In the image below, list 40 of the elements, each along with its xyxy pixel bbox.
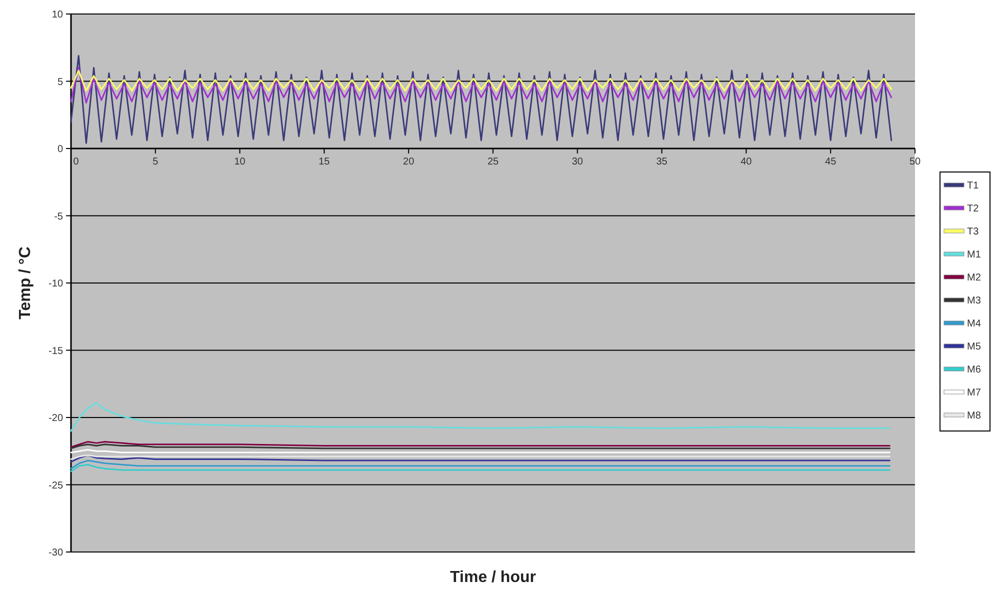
y-tick-label: -10 (48, 278, 64, 290)
x-tick-label: 35 (656, 156, 668, 168)
line-series (70, 402, 890, 432)
x-axis-title: Time / hour (450, 569, 536, 586)
line-series (70, 67, 892, 104)
legend-label: M7 (967, 388, 982, 398)
legend-label: T1 (967, 180, 980, 192)
legend-label: M2 (967, 272, 982, 284)
x-tick-label: 25 (487, 156, 499, 168)
x-tick-label: 40 (740, 156, 752, 168)
y-tick-label: -30 (48, 548, 64, 558)
y-tick-label: 5 (57, 76, 64, 88)
legend-label: T2 (967, 204, 980, 214)
x-tick-label: 30 (572, 156, 584, 168)
y-tick-label: -20 (48, 413, 64, 424)
y-tick-label: -15 (48, 346, 64, 357)
legend-label: T3 (967, 226, 980, 238)
x-tick-label: 45 (825, 156, 837, 168)
line-series (70, 464, 890, 472)
y-tick-label: 10 (52, 10, 64, 20)
x-tick-label: 5 (152, 156, 159, 168)
x-tick-label: 15 (318, 156, 330, 168)
line-series (70, 70, 892, 92)
y-tick-label: 0 (57, 144, 64, 155)
y-axis-title: Temp / °C (17, 246, 34, 320)
legend-label: M8 (967, 410, 982, 422)
legend-label: M4 (967, 318, 982, 330)
legend-label: M3 (967, 296, 982, 306)
x-tick-label: 10 (234, 156, 246, 168)
y-tick-label: -5 (54, 211, 64, 222)
line-series (70, 454, 890, 463)
line-series (70, 54, 892, 144)
legend-label: M5 (967, 342, 982, 352)
line-series (70, 460, 890, 470)
legend-label: M1 (967, 250, 982, 260)
y-tick-label: -25 (48, 480, 64, 492)
legend-label: M6 (967, 364, 982, 376)
x-tick-label: 50 (909, 156, 921, 168)
x-tick-label: 20 (403, 156, 415, 168)
x-tick-label: 0 (73, 156, 80, 168)
